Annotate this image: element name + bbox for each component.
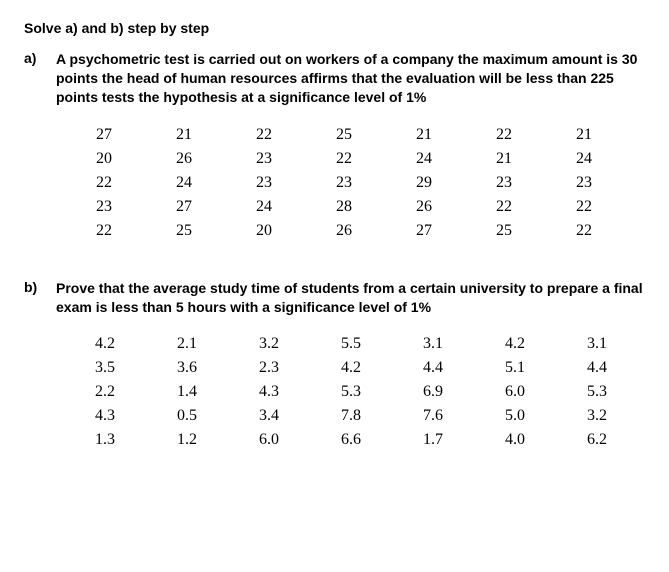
table-cell: 23 — [64, 195, 144, 219]
table-cell: 2.2 — [64, 380, 146, 404]
table-row: 4.22.13.25.53.14.23.1 — [64, 332, 638, 356]
table-cell: 2.3 — [228, 356, 310, 380]
table-cell: 4.2 — [64, 332, 146, 356]
table-cell: 22 — [464, 123, 544, 147]
table-cell: 22 — [224, 123, 304, 147]
table-cell: 21 — [144, 123, 224, 147]
table-cell: 4.2 — [474, 332, 556, 356]
table-cell: 3.2 — [556, 404, 638, 428]
problem-a-label: a) — [24, 50, 56, 107]
table-cell: 22 — [544, 219, 624, 243]
table-cell: 22 — [464, 195, 544, 219]
table-cell: 1.7 — [392, 428, 474, 452]
table-cell: 24 — [384, 147, 464, 171]
table-cell: 22 — [64, 219, 144, 243]
problem-a-text: A psychometric test is carried out on wo… — [56, 50, 645, 107]
table-cell: 3.1 — [392, 332, 474, 356]
table-cell: 7.6 — [392, 404, 474, 428]
page-header: Solve a) and b) step by step — [24, 20, 645, 36]
table-cell: 25 — [304, 123, 384, 147]
table-row: 20262322242124 — [64, 147, 624, 171]
problem-b-table: 4.22.13.25.53.14.23.13.53.62.34.24.45.14… — [64, 332, 645, 452]
table-row: 27212225212221 — [64, 123, 624, 147]
table-cell: 5.1 — [474, 356, 556, 380]
table-cell: 4.4 — [392, 356, 474, 380]
table-cell: 6.0 — [228, 428, 310, 452]
table-cell: 21 — [544, 123, 624, 147]
table-cell: 28 — [304, 195, 384, 219]
table-row: 2.21.44.35.36.96.05.3 — [64, 380, 638, 404]
table-cell: 24 — [144, 171, 224, 195]
table-cell: 6.6 — [310, 428, 392, 452]
table-cell: 22 — [544, 195, 624, 219]
table-cell: 6.0 — [474, 380, 556, 404]
table-cell: 3.2 — [228, 332, 310, 356]
table-cell: 29 — [384, 171, 464, 195]
table-cell: 1.3 — [64, 428, 146, 452]
table-cell: 1.2 — [146, 428, 228, 452]
table-cell: 4.0 — [474, 428, 556, 452]
table-cell: 23 — [224, 147, 304, 171]
table-cell: 22 — [64, 171, 144, 195]
table-cell: 5.5 — [310, 332, 392, 356]
table-cell: 4.3 — [228, 380, 310, 404]
table-cell: 21 — [384, 123, 464, 147]
table-cell: 22 — [304, 147, 384, 171]
table-cell: 26 — [384, 195, 464, 219]
table-row: 1.31.26.06.61.74.06.2 — [64, 428, 638, 452]
table-cell: 4.3 — [64, 404, 146, 428]
problem-a: a) A psychometric test is carried out on… — [24, 50, 645, 107]
table-cell: 27 — [144, 195, 224, 219]
problem-b: b) Prove that the average study time of … — [24, 279, 645, 317]
table-cell: 27 — [64, 123, 144, 147]
table-cell: 27 — [384, 219, 464, 243]
table-row: 3.53.62.34.24.45.14.4 — [64, 356, 638, 380]
table-cell: 25 — [464, 219, 544, 243]
table-cell: 1.4 — [146, 380, 228, 404]
problem-b-text: Prove that the average study time of stu… — [56, 279, 645, 317]
table-cell: 26 — [304, 219, 384, 243]
table-row: 4.30.53.47.87.65.03.2 — [64, 404, 638, 428]
table-cell: 26 — [144, 147, 224, 171]
table-cell: 23 — [464, 171, 544, 195]
table-cell: 3.4 — [228, 404, 310, 428]
table-cell: 24 — [224, 195, 304, 219]
table-cell: 20 — [64, 147, 144, 171]
problem-b-label: b) — [24, 279, 56, 317]
table-cell: 6.2 — [556, 428, 638, 452]
table-cell: 23 — [224, 171, 304, 195]
table-cell: 4.2 — [310, 356, 392, 380]
table-cell: 5.3 — [556, 380, 638, 404]
table-cell: 0.5 — [146, 404, 228, 428]
problem-a-table: 2721222521222120262322242124222423232923… — [64, 123, 645, 243]
table-row: 22242323292323 — [64, 171, 624, 195]
table-cell: 6.9 — [392, 380, 474, 404]
table-cell: 5.3 — [310, 380, 392, 404]
table-cell: 2.1 — [146, 332, 228, 356]
table-cell: 7.8 — [310, 404, 392, 428]
table-cell: 24 — [544, 147, 624, 171]
table-row: 23272428262222 — [64, 195, 624, 219]
table-cell: 3.1 — [556, 332, 638, 356]
table-cell: 25 — [144, 219, 224, 243]
table-cell: 20 — [224, 219, 304, 243]
table-cell: 23 — [544, 171, 624, 195]
table-cell: 23 — [304, 171, 384, 195]
table-cell: 3.6 — [146, 356, 228, 380]
table-row: 22252026272522 — [64, 219, 624, 243]
table-cell: 21 — [464, 147, 544, 171]
table-cell: 4.4 — [556, 356, 638, 380]
table-cell: 5.0 — [474, 404, 556, 428]
table-cell: 3.5 — [64, 356, 146, 380]
